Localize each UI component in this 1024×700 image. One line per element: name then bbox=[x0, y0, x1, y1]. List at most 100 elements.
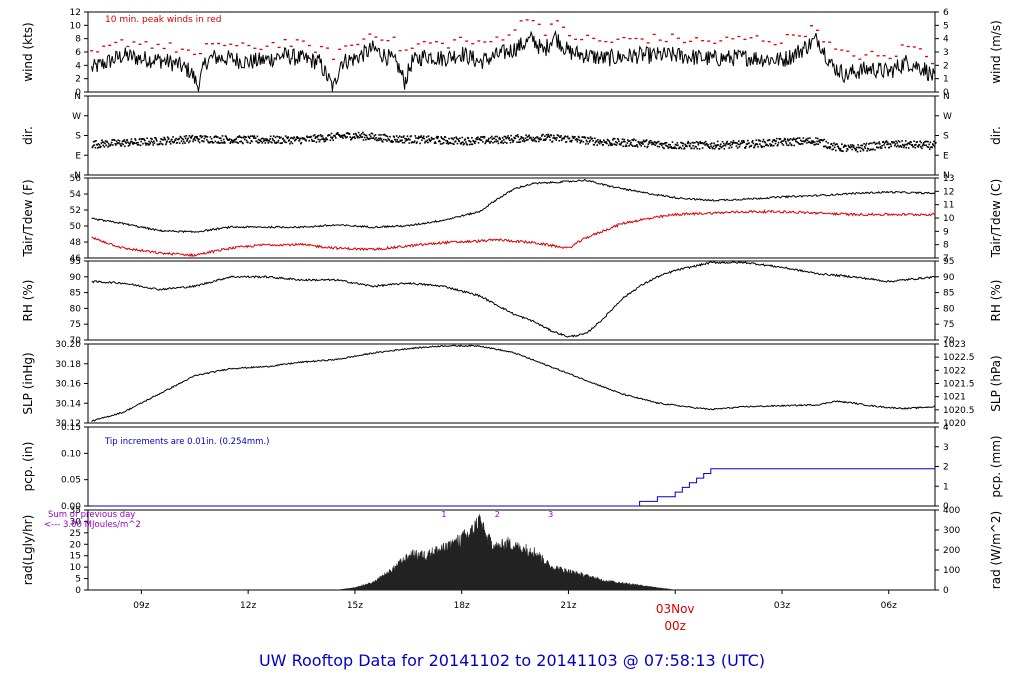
wind-dir-point bbox=[747, 139, 749, 142]
wind-dir-point bbox=[827, 142, 829, 144]
wind-dir-point bbox=[447, 141, 449, 143]
pcp-line bbox=[91, 468, 935, 507]
ylabel-left: Tair/Tdew (F) bbox=[21, 179, 35, 257]
wind-dir-point bbox=[368, 138, 370, 140]
wind-dir-point bbox=[269, 138, 271, 140]
wind-dir-point bbox=[736, 147, 739, 149]
wind-dir-point bbox=[102, 144, 104, 147]
wind-dir-point bbox=[109, 144, 112, 147]
wind-dir-point bbox=[765, 144, 767, 147]
wind-dir-point bbox=[306, 135, 308, 138]
wind-dir-point bbox=[750, 144, 753, 147]
wind-dir-point bbox=[224, 142, 226, 144]
wind-dir-point bbox=[879, 143, 881, 145]
wind-dir-point bbox=[923, 142, 925, 144]
wind-dir-point bbox=[161, 138, 163, 141]
wind-dir-point bbox=[381, 141, 384, 143]
wind-dir-point bbox=[903, 146, 905, 149]
wind-dir-point bbox=[651, 141, 654, 144]
wind-dir-point bbox=[818, 140, 820, 143]
time-axis: 09z 12z 15z 18z 21z 03z 06z 03Nov 00z bbox=[133, 590, 897, 633]
wind-dir-point bbox=[597, 138, 599, 141]
wind-dir-point bbox=[898, 141, 901, 143]
wind-dir-point bbox=[656, 145, 659, 148]
wind-dir-point bbox=[834, 143, 836, 146]
left-tick-label: 20 bbox=[70, 540, 82, 550]
wind-dir-point bbox=[783, 139, 785, 142]
wind-dir-point bbox=[148, 140, 150, 143]
wind-dir-point bbox=[927, 146, 930, 148]
wind-dir-point bbox=[243, 135, 245, 138]
wind-dir-point bbox=[513, 136, 515, 139]
wind-dir-point bbox=[599, 139, 601, 141]
wind-dir-point bbox=[507, 138, 510, 140]
wind-dir-point bbox=[396, 139, 398, 141]
wind-dir-point bbox=[209, 136, 212, 138]
wind-dir-point bbox=[234, 141, 236, 143]
wind-dir-point bbox=[692, 142, 695, 144]
wind-dir-point bbox=[479, 139, 482, 141]
chart-title: UW Rooftop Data for 20141102 to 20141103… bbox=[259, 651, 765, 670]
wind-dir-point bbox=[314, 137, 317, 139]
wind-dir-point bbox=[882, 140, 885, 143]
wind-dir-point bbox=[870, 148, 873, 151]
wind-dir-point bbox=[349, 136, 351, 138]
wind-dir-point bbox=[103, 141, 105, 144]
wind-dir-point bbox=[612, 137, 615, 140]
wind-dir-point bbox=[445, 142, 448, 145]
wind-dir-point bbox=[889, 143, 892, 146]
wind-dir-point bbox=[917, 146, 920, 148]
wind-dir-point bbox=[215, 135, 217, 137]
wind-dir-point bbox=[357, 131, 360, 134]
wind-dir-point bbox=[763, 140, 766, 143]
wind-dir-point bbox=[207, 140, 209, 143]
wind-dir-point bbox=[537, 137, 539, 140]
wind-dir-point bbox=[291, 142, 294, 145]
wind-dir-point bbox=[321, 135, 324, 137]
wind-dir-point bbox=[639, 143, 641, 146]
wind-dir-point bbox=[407, 138, 409, 141]
wind-dir-point bbox=[535, 137, 537, 139]
wind-dir-point bbox=[662, 146, 664, 149]
wind-dir-point bbox=[647, 145, 649, 148]
wind-dir-point bbox=[341, 136, 343, 138]
wind-dir-point bbox=[716, 140, 719, 143]
wind-dir-point bbox=[534, 140, 536, 142]
wind-dir-point bbox=[839, 149, 841, 152]
wind-dir-point bbox=[142, 142, 144, 145]
wind-dir-point bbox=[298, 139, 301, 141]
wind-dir-point bbox=[223, 141, 226, 143]
wind-dir-point bbox=[470, 143, 473, 146]
panel-slp: 30.12 30.14 30.16 30.18 30.20 1020 1020.5 1021 1… bbox=[21, 340, 1003, 429]
wind-dir-point bbox=[151, 138, 153, 140]
wind-dir-point bbox=[593, 144, 595, 146]
wind-dir-point bbox=[265, 139, 268, 142]
wind-dir-point bbox=[655, 142, 658, 145]
wind-dir-point bbox=[795, 137, 798, 140]
wind-dir-point bbox=[275, 141, 278, 144]
wind-dir-point bbox=[453, 143, 455, 145]
left-tick-label: 10 bbox=[70, 21, 82, 31]
wind-dir-point bbox=[729, 142, 731, 145]
wind-dir-point bbox=[181, 137, 183, 140]
wind-dir-point bbox=[644, 145, 646, 148]
wind-dir-point bbox=[898, 146, 900, 148]
wind-dir-point bbox=[662, 143, 665, 145]
wind-dir-point bbox=[369, 135, 372, 138]
wind-dir-point bbox=[486, 140, 489, 142]
wind-dir-point bbox=[401, 139, 403, 141]
wind-dir-point bbox=[105, 144, 107, 147]
ylabel-left: rad(Lgly/hr) bbox=[21, 515, 35, 586]
wind-dir-point bbox=[679, 146, 682, 149]
wind-dir-point bbox=[663, 142, 666, 145]
wind-dir-point bbox=[434, 141, 436, 143]
wind-dir-point bbox=[284, 135, 287, 137]
wind-dir-point bbox=[600, 141, 603, 144]
wind-dir-point bbox=[263, 139, 266, 142]
wind-dir-point bbox=[430, 139, 432, 142]
wind-dir-point bbox=[582, 141, 585, 143]
wind-dir-point bbox=[153, 142, 156, 144]
wind-dir-point bbox=[124, 145, 126, 148]
wind-dir-point bbox=[638, 141, 640, 143]
wind-dir-point bbox=[172, 136, 174, 138]
